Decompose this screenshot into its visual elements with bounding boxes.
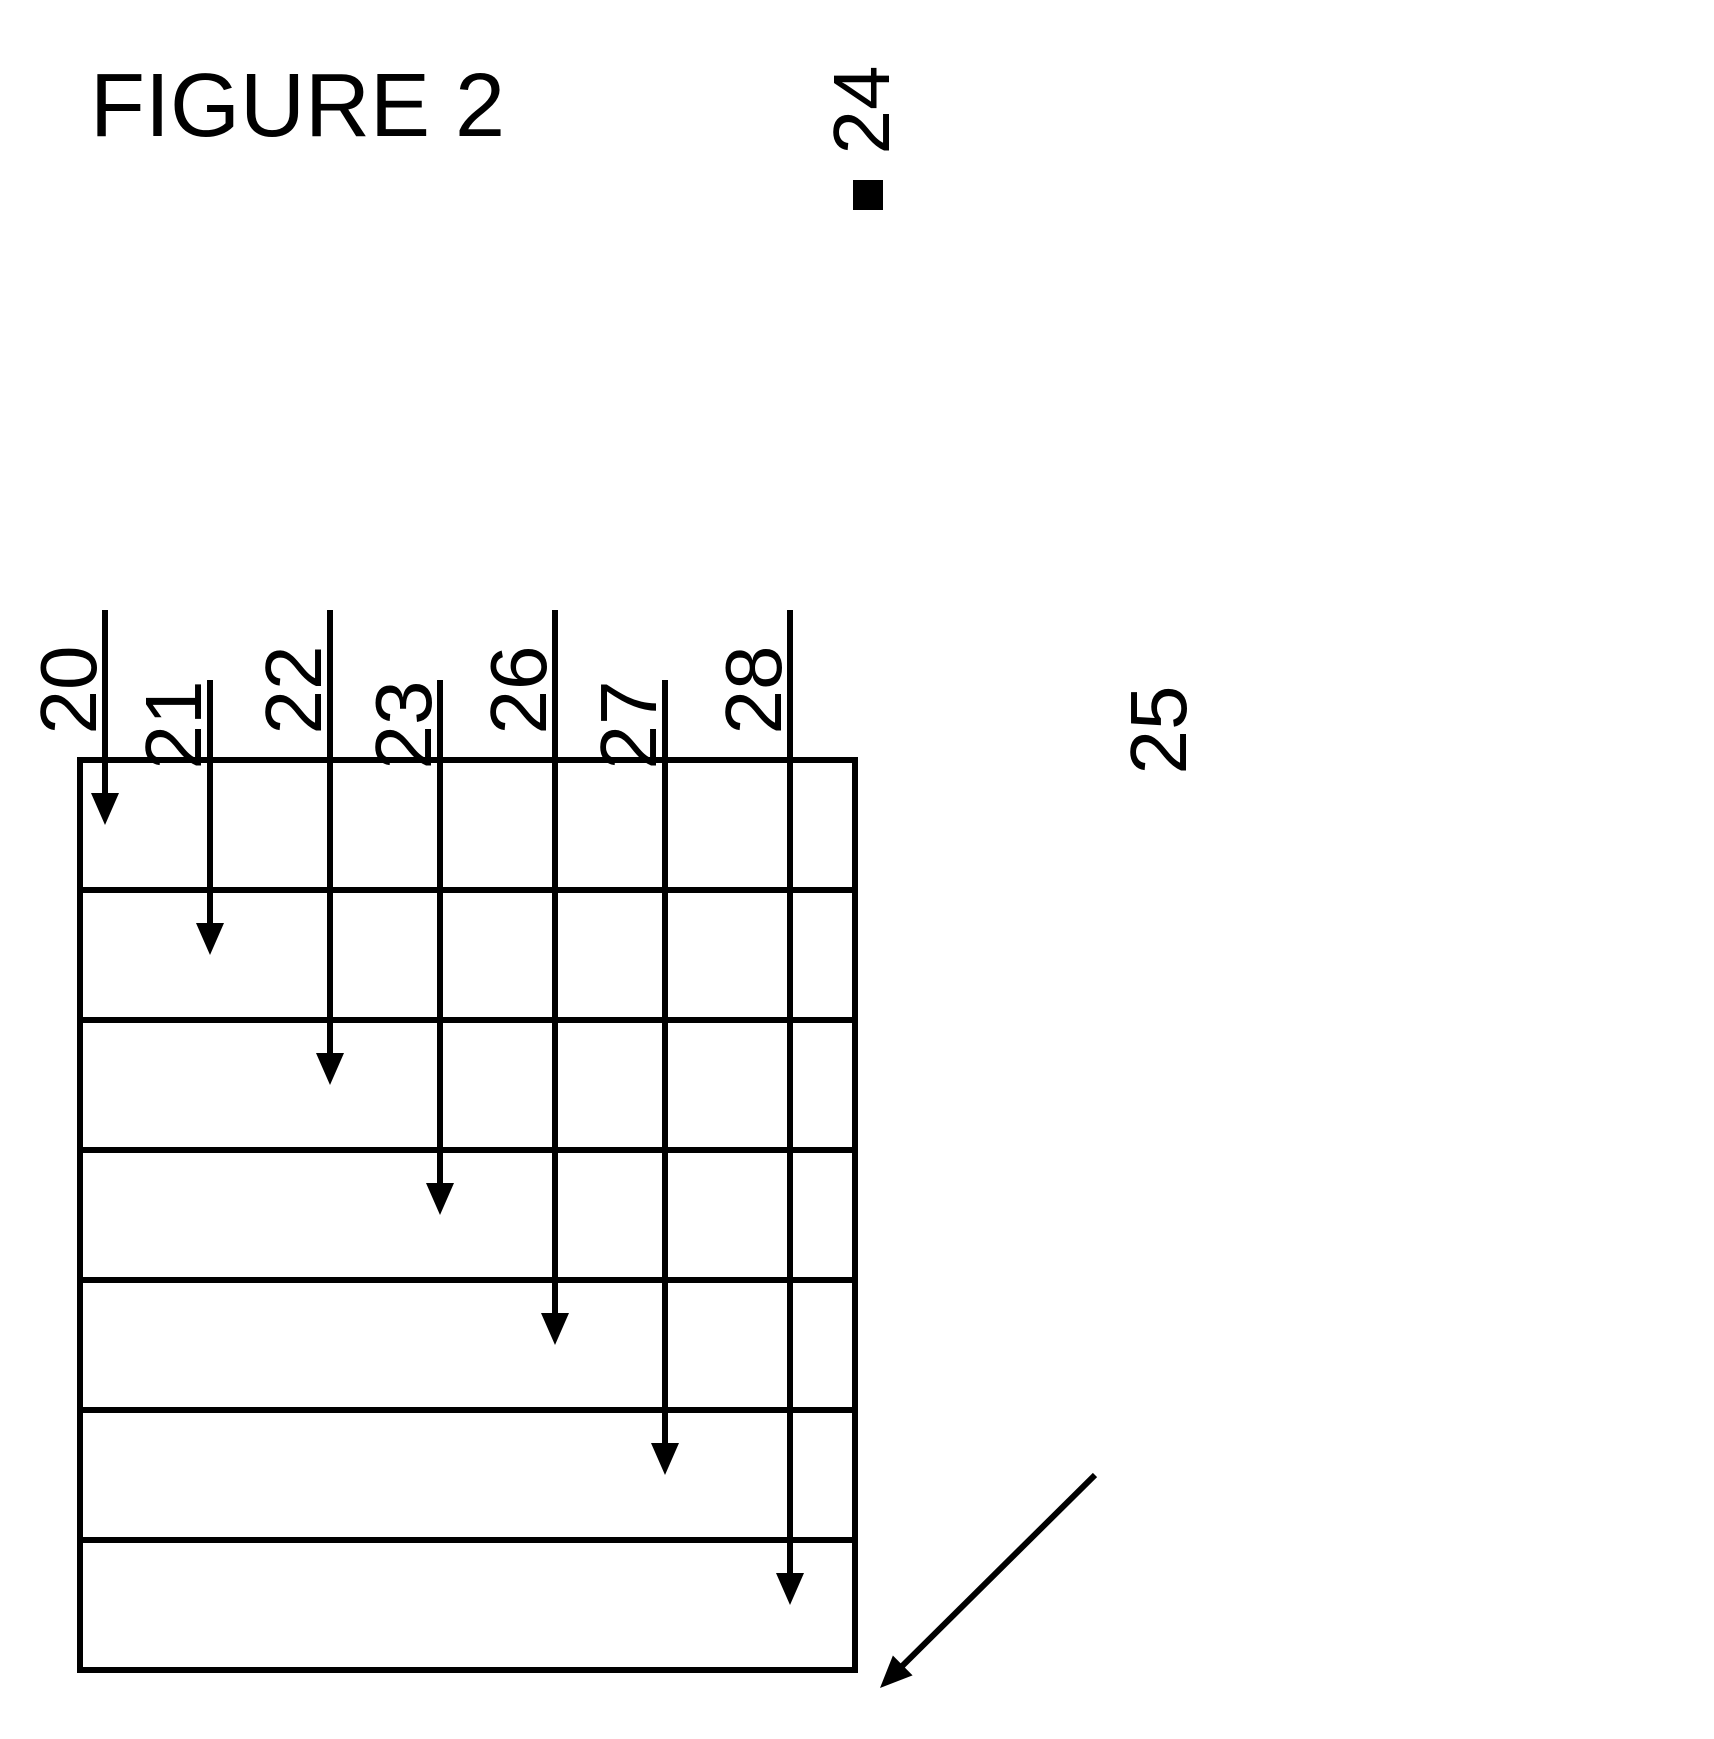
point-marker [853,180,883,210]
point-marker-label: 24 [817,66,906,155]
layer-label-27: 27 [584,681,673,770]
layer-arrow-21-head [196,923,224,955]
layer-arrow-27 [651,680,679,1475]
assembly-arrow-shaft [894,1475,1095,1674]
layer-arrow-28-head [776,1573,804,1605]
layer-label-22: 22 [249,646,338,735]
layer-arrow-20-head [91,793,119,825]
layer-label-28: 28 [709,646,798,735]
layer-label-26: 26 [474,646,563,735]
stack-outline [80,760,855,1670]
layer-arrow-22-head [316,1053,344,1085]
layer-arrow-27-head [651,1443,679,1475]
layer-label-21: 21 [129,681,218,770]
layer-arrow-26-head [541,1313,569,1345]
layer-label-20: 20 [24,646,113,735]
assembly-arrow [880,1475,1095,1688]
layer-arrow-23-head [426,1183,454,1215]
layer-label-23: 23 [359,681,448,770]
assembly-arrow-label: 25 [1114,686,1203,775]
layer-stack [80,760,855,1670]
figure-svg: 2021 2223 2627 28 24 25 [0,0,1714,1739]
